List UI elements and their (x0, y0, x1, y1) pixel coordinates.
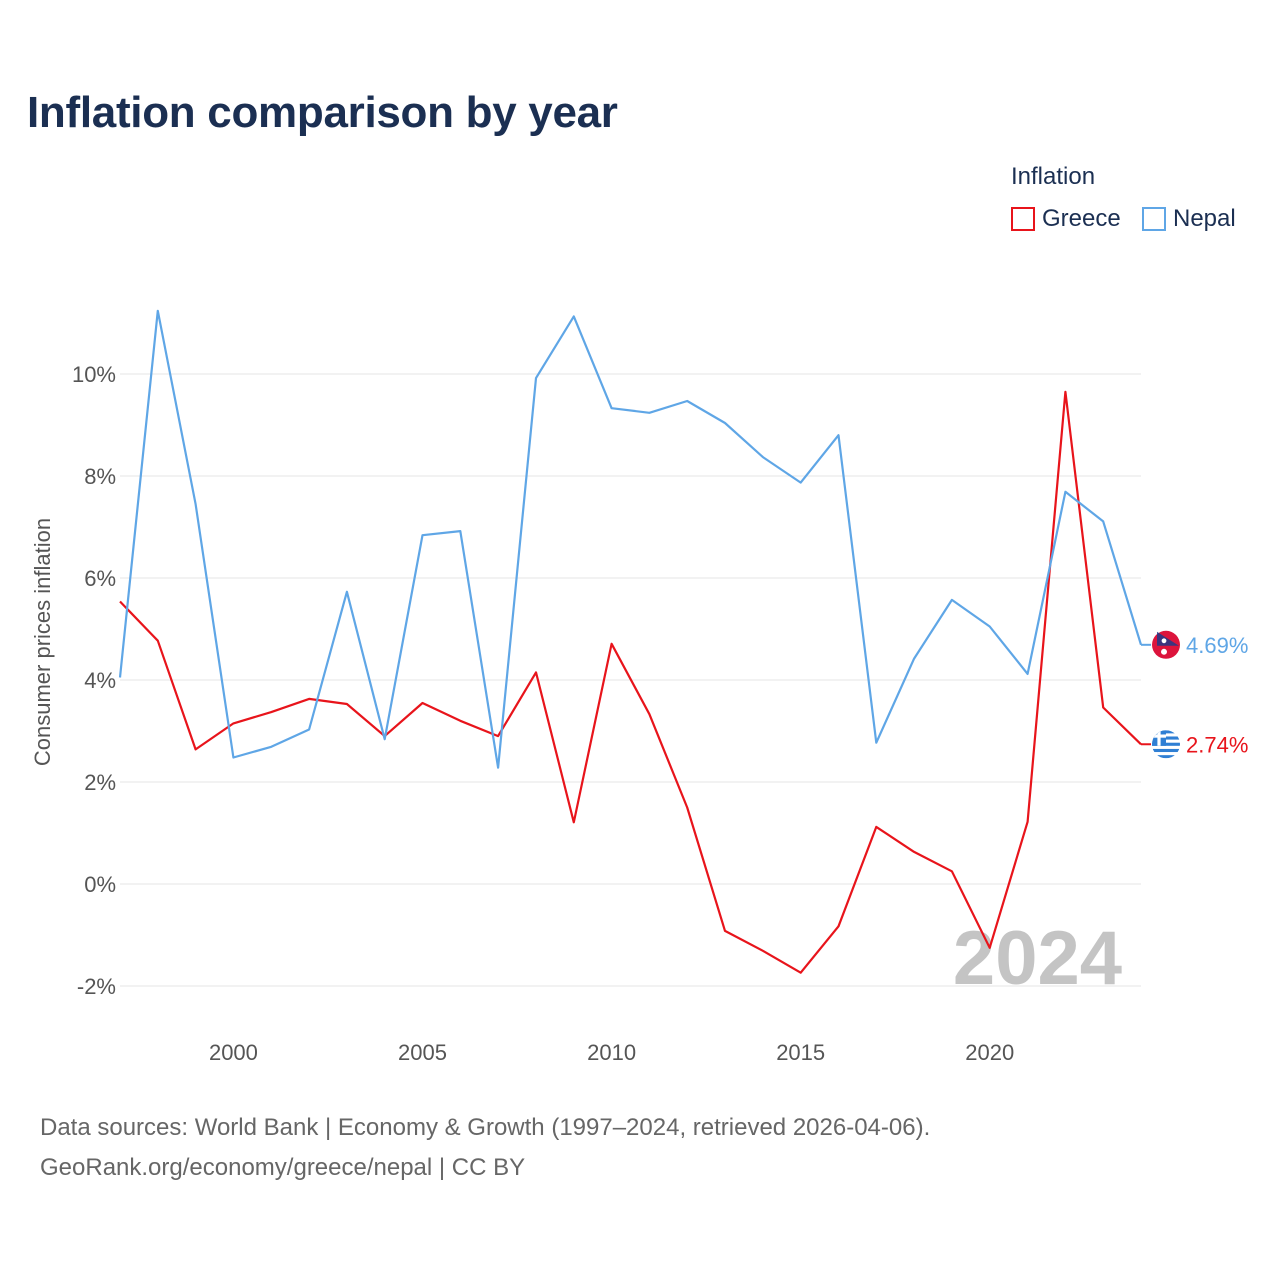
data-point-nepal[interactable] (684, 398, 690, 404)
data-point-greece[interactable] (420, 700, 426, 706)
y-tick-label: 8% (84, 464, 116, 489)
legend-label-greece: Greece (1042, 205, 1121, 232)
data-point-greece[interactable] (1100, 705, 1106, 711)
legend-item-greece[interactable]: Greece (1011, 205, 1121, 233)
data-point-nepal[interactable] (193, 501, 199, 507)
x-tick-label: 2010 (587, 1040, 636, 1065)
data-point-greece[interactable] (457, 718, 463, 724)
y-tick-label: 4% (84, 668, 116, 693)
data-point-nepal[interactable] (344, 589, 350, 595)
data-point-greece[interactable] (1062, 389, 1068, 395)
series-line-greece[interactable] (119, 390, 1142, 974)
data-point-greece[interactable] (268, 709, 274, 715)
data-point-nepal[interactable] (420, 532, 426, 538)
data-point-nepal[interactable] (1100, 518, 1106, 524)
data-point-nepal[interactable] (571, 313, 577, 319)
x-tick-label: 2000 (209, 1040, 258, 1065)
data-point-greece[interactable] (911, 849, 917, 855)
data-point-nepal[interactable] (873, 740, 879, 746)
data-point-nepal[interactable] (646, 410, 652, 416)
x-axis-ticks: 2000 2005 2010 2015 2020 (209, 1040, 1014, 1065)
data-point-greece[interactable] (798, 970, 804, 976)
footer-attribution[interactable]: GeoRank.org/economy/greece/nepal | CC BY (40, 1154, 526, 1181)
data-point-greece[interactable] (949, 868, 955, 874)
y-tick-label: 2% (84, 770, 116, 795)
x-tick-label: 2020 (965, 1040, 1014, 1065)
legend-swatch-greece (1011, 207, 1035, 231)
data-point-nepal[interactable] (949, 597, 955, 603)
legend-title: Inflation (1011, 163, 1096, 190)
data-point-nepal[interactable] (1062, 489, 1068, 495)
data-point-nepal[interactable] (268, 744, 274, 750)
data-point-nepal[interactable] (533, 375, 539, 381)
data-point-greece[interactable] (760, 948, 766, 954)
data-point-greece[interactable] (344, 701, 350, 707)
nepal-flag-icon (1152, 630, 1180, 659)
data-point-greece[interactable] (571, 819, 577, 825)
year-watermark: 2024 (953, 916, 1122, 1001)
data-point-greece[interactable] (306, 696, 312, 702)
data-point-greece[interactable] (193, 746, 199, 752)
data-point-nepal[interactable] (457, 528, 463, 534)
footer: Data sources: World Bank | Economy & Gro… (40, 1108, 930, 1188)
data-point-nepal[interactable] (117, 674, 123, 680)
data-point-greece[interactable] (1025, 819, 1031, 825)
y-axis-ticks: -2% 0% 2% 4% 6% 8% 10% (72, 362, 116, 999)
data-point-greece[interactable] (533, 669, 539, 675)
legend-item-nepal[interactable]: Nepal (1142, 205, 1236, 233)
data-point-greece[interactable] (987, 945, 993, 951)
data-point-nepal[interactable] (155, 308, 161, 314)
chart-title: Inflation comparison by year (27, 88, 618, 137)
end-markers: 2.74% 4.69% (1141, 630, 1248, 759)
series-line-nepal[interactable] (118, 309, 1143, 769)
legend-label-nepal: Nepal (1173, 205, 1236, 232)
data-point-nepal[interactable] (835, 432, 841, 438)
data-point-greece[interactable] (646, 711, 652, 717)
y-tick-label: 0% (84, 872, 116, 897)
data-point-nepal[interactable] (609, 405, 615, 411)
data-point-greece[interactable] (873, 824, 879, 830)
data-point-nepal[interactable] (382, 736, 388, 742)
y-tick-label: 6% (84, 566, 116, 591)
data-point-nepal[interactable] (1025, 671, 1031, 677)
end-value-label-greece: 2.74% (1186, 732, 1248, 757)
data-point-greece[interactable] (117, 598, 123, 604)
legend-swatch-nepal (1142, 207, 1166, 231)
data-point-greece[interactable] (155, 638, 161, 644)
data-point-greece[interactable] (684, 805, 690, 811)
x-tick-label: 2005 (398, 1040, 447, 1065)
data-point-nepal[interactable] (306, 726, 312, 732)
end-value-label-nepal: 4.69% (1186, 633, 1248, 658)
y-axis-label: Consumer prices inflation (30, 518, 55, 766)
greece-flag-icon (1152, 730, 1180, 759)
data-point-nepal[interactable] (230, 755, 236, 761)
data-point-nepal[interactable] (987, 623, 993, 629)
data-point-nepal[interactable] (722, 420, 728, 426)
y-tick-label: -2% (77, 974, 116, 999)
data-point-greece[interactable] (609, 641, 615, 647)
data-point-greece[interactable] (835, 923, 841, 929)
data-point-nepal[interactable] (495, 765, 501, 771)
data-point-greece[interactable] (722, 928, 728, 934)
footer-source: Data sources: World Bank | Economy & Gro… (40, 1114, 931, 1141)
x-tick-label: 2015 (776, 1040, 825, 1065)
y-tick-label: 10% (72, 362, 116, 387)
data-point-nepal[interactable] (798, 480, 804, 486)
data-point-greece[interactable] (230, 720, 236, 726)
data-point-nepal[interactable] (911, 656, 917, 662)
series-lines (117, 308, 1143, 976)
data-point-nepal[interactable] (760, 454, 766, 460)
